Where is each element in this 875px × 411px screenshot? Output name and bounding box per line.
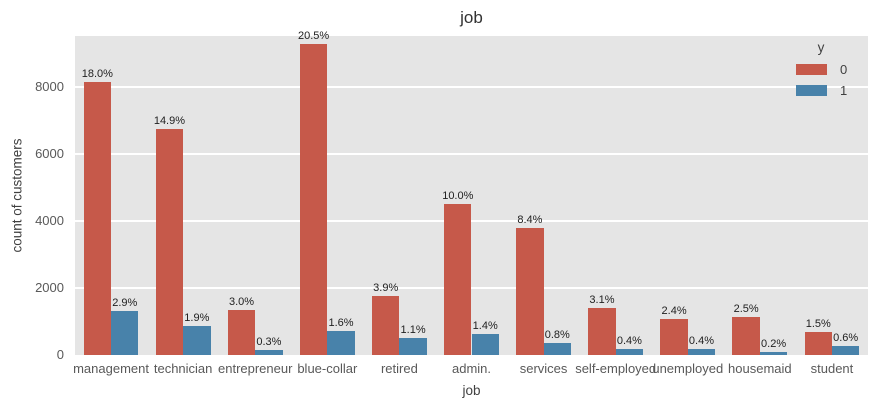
bar-percentage-label: 3.9%: [373, 281, 399, 294]
x-tick-label-management: management: [73, 361, 149, 376]
bar-percentage-label: 3.1%: [589, 294, 615, 307]
bar-retired-y1: [399, 338, 427, 355]
bar-percentage-label: 0.6%: [833, 331, 859, 344]
x-tick-label-housemaid: housemaid: [728, 361, 792, 376]
legend-title: y: [817, 40, 825, 55]
bar-entrepreneur-y0: [227, 309, 256, 355]
y-tick-label: 0: [56, 347, 64, 362]
x-tick-label-admin.: admin.: [451, 361, 492, 376]
gridline: [75, 219, 868, 222]
bar-percentage-label: 20.5%: [298, 30, 330, 43]
bar-admin.-y0: [444, 203, 472, 355]
legend-item-label: 1: [840, 83, 848, 98]
legend-swatch-red: [796, 64, 827, 75]
bar-percentage-label: 2.9%: [112, 297, 138, 310]
bar-percentage-label: 18.0%: [81, 68, 113, 81]
bar-housemaid-y0: [732, 317, 760, 355]
y-tick-label: 6000: [35, 145, 64, 161]
bar-technician-y1: [183, 326, 211, 355]
gridline: [75, 152, 868, 155]
x-tick-label-services: services: [519, 361, 568, 376]
x-tick-label-student: student: [810, 361, 854, 376]
bar-percentage-label: 8.4%: [517, 213, 543, 226]
y-tick-label: 2000: [35, 279, 64, 295]
bar-blue-collar-y1: [327, 330, 355, 355]
plot-area: 18.0% 14.9% 3.0% 20.5% 3.9% 10.0% 8.4% 3.1% 2.4%…: [75, 30, 868, 355]
bar-unemployed-y1: [687, 348, 716, 355]
bar-self-employed-y1: [615, 348, 644, 355]
bar-technician-y0: [155, 129, 184, 355]
bar-self-employed-y0: [588, 308, 616, 355]
bar-percentage-label: 1.9%: [184, 312, 210, 325]
bar-student-y0: [804, 332, 832, 355]
bar-percentage-label: 0.8%: [544, 328, 570, 341]
bar-percentage-label: 0.4%: [616, 334, 642, 347]
bar-blue-collar-y0: [299, 44, 328, 355]
gridline: [75, 286, 868, 289]
bar-services-y1: [543, 342, 571, 355]
bar-percentage-label: 2.5%: [733, 303, 759, 316]
bar-retired-y0: [372, 295, 400, 355]
x-tick-label-unemployed: unemployed: [652, 361, 724, 376]
x-tick-label-blue-collar: blue-collar: [297, 361, 358, 376]
bar-housemaid-y1: [759, 351, 788, 355]
bar-percentage-label: 1.4%: [472, 319, 498, 332]
legend-swatch-blue: [796, 85, 827, 96]
bar-management-y1: [111, 311, 139, 355]
bar-percentage-label: 14.9%: [153, 115, 186, 128]
bar-percentage-label: 0.2%: [761, 337, 787, 350]
y-tick-label: 8000: [35, 78, 64, 94]
x-tick-label-technician: technician: [153, 361, 213, 376]
x-axis-label: job: [462, 383, 481, 398]
bar-percentage-label: 1.6%: [328, 316, 354, 329]
legend-item-1: 1: [796, 80, 860, 101]
bar-admin.-y1: [471, 333, 499, 355]
legend: y 0 1: [796, 40, 860, 101]
x-tick-label-retired: retired: [380, 361, 418, 376]
gridline: [75, 85, 868, 88]
bar-percentage-label: 3.0%: [228, 295, 255, 308]
bar-percentage-label: 1.1%: [400, 324, 426, 337]
bar-percentage-label: 10.0%: [442, 189, 474, 202]
legend-item-0: 0: [796, 59, 860, 80]
bar-percentage-label: 1.5%: [805, 318, 831, 331]
bar-percentage-label: 2.4%: [661, 304, 687, 317]
bar-management-y0: [83, 82, 112, 355]
x-tick-label-entrepreneur: entrepreneur: [217, 361, 293, 376]
bar-percentage-label: 0.3%: [256, 336, 282, 349]
bar-student-y1: [831, 345, 860, 355]
chart-title: job: [460, 8, 483, 27]
bar-services-y0: [516, 227, 544, 355]
legend-item-label: 0: [840, 62, 848, 77]
bar-entrepreneur-y1: [255, 350, 283, 355]
bar-unemployed-y0: [660, 318, 688, 355]
y-tick-label: 4000: [35, 212, 64, 228]
x-tick-label-self-employed: self-employed: [575, 361, 657, 376]
bar-percentage-label: 0.4%: [688, 334, 715, 347]
